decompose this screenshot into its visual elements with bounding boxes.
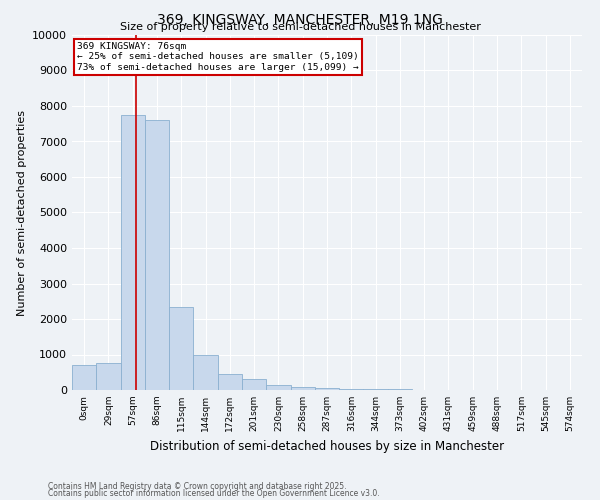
Bar xyxy=(121,115,145,390)
Bar xyxy=(339,389,364,390)
Bar xyxy=(96,364,121,390)
Bar xyxy=(145,120,169,390)
Text: 369, KINGSWAY, MANCHESTER, M19 1NG: 369, KINGSWAY, MANCHESTER, M19 1NG xyxy=(157,12,443,26)
Text: Contains HM Land Registry data © Crown copyright and database right 2025.: Contains HM Land Registry data © Crown c… xyxy=(48,482,347,491)
Bar xyxy=(218,374,242,390)
Bar xyxy=(290,387,315,390)
Text: 369 KINGSWAY: 76sqm
← 25% of semi-detached houses are smaller (5,109)
73% of sem: 369 KINGSWAY: 76sqm ← 25% of semi-detach… xyxy=(77,42,359,72)
Y-axis label: Number of semi-detached properties: Number of semi-detached properties xyxy=(17,110,26,316)
Bar xyxy=(193,354,218,390)
Bar xyxy=(242,380,266,390)
Bar xyxy=(315,388,339,390)
Text: Contains public sector information licensed under the Open Government Licence v3: Contains public sector information licen… xyxy=(48,489,380,498)
Bar xyxy=(169,306,193,390)
X-axis label: Distribution of semi-detached houses by size in Manchester: Distribution of semi-detached houses by … xyxy=(150,440,504,452)
Text: Size of property relative to semi-detached houses in Manchester: Size of property relative to semi-detach… xyxy=(119,22,481,32)
Bar xyxy=(266,384,290,390)
Bar xyxy=(72,365,96,390)
